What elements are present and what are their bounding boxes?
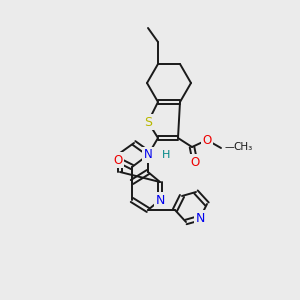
Text: O: O [202,134,211,146]
Text: O: O [113,154,123,166]
Text: S: S [144,116,152,128]
Text: N: N [155,194,165,206]
Text: —: — [225,142,235,152]
Text: CH₃: CH₃ [233,142,252,152]
Text: O: O [190,155,200,169]
Text: H: H [162,150,170,160]
Text: N: N [144,148,152,161]
Text: N: N [195,212,205,224]
